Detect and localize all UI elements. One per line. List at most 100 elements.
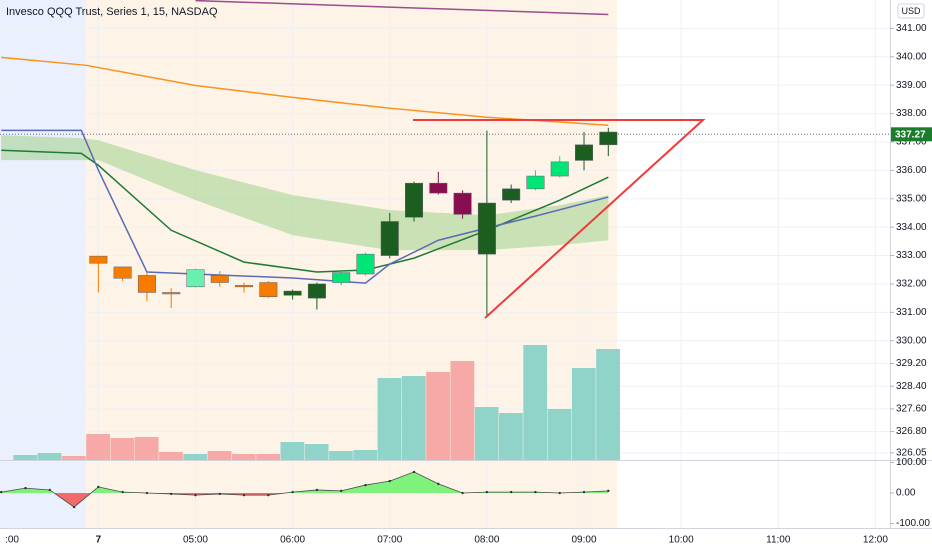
volume-bar [159, 452, 183, 460]
volume-bar [256, 454, 280, 460]
candle-body [502, 188, 521, 201]
candle-body [477, 202, 496, 255]
x-tick-label: 08:00 [474, 535, 499, 546]
oscillator-point [291, 490, 294, 494]
candle-body [599, 131, 618, 146]
oscillator-point [607, 489, 610, 493]
candle-body [137, 275, 156, 293]
y-tick-label: 333.00 [896, 250, 927, 261]
oscillator-point [412, 470, 416, 474]
volume-bar [13, 455, 38, 460]
candle-body [526, 175, 545, 190]
oscillator-point [48, 488, 51, 492]
candle-body [307, 283, 326, 299]
oscillator-point [388, 479, 391, 483]
oscillator-point [170, 492, 173, 496]
oscillator-point [0, 490, 3, 494]
volume-bar [474, 407, 499, 460]
x-tick-label: 05:00 [183, 535, 208, 546]
indicator-line [1, 149, 609, 273]
triangle-drawing [413, 119, 706, 319]
candle-body [162, 292, 181, 295]
volume-bar [353, 450, 378, 460]
session-background [0, 0, 86, 528]
y-tick-label: 341.00 [896, 23, 927, 34]
oscillator-negative-area [1, 493, 609, 508]
x-tick-label: 7 [96, 535, 102, 546]
oscillator-point [509, 490, 513, 494]
indicators [0, 0, 890, 284]
oscillator-point [145, 491, 149, 495]
oscillator-point [72, 505, 76, 509]
last-price-label: 337.27 [895, 129, 926, 140]
x-tick-label: :00 [5, 535, 19, 546]
volume-bar [207, 451, 232, 460]
oscillator-point [437, 482, 440, 486]
y-tick-label: 337.00 [896, 137, 927, 148]
y-tick-label: 329.20 [896, 358, 927, 369]
volume-bar [499, 413, 523, 460]
candle-body [550, 161, 569, 177]
axes: 341.00 340.00 339.00 338.00 337.00 336.00 335.… [5, 23, 932, 546]
volume-bar [329, 451, 353, 460]
volume-bar [304, 444, 329, 460]
y-tick-label: 335.00 [896, 193, 927, 204]
candle-body [186, 269, 205, 288]
oscillator-point [121, 490, 124, 494]
candle-body [575, 144, 594, 161]
volume-bar [571, 368, 596, 460]
candle-body [429, 182, 448, 194]
volume-bar [523, 345, 548, 460]
candle-body [332, 272, 351, 283]
oscillator-point [194, 493, 197, 497]
candle-body [356, 253, 375, 275]
y-tick-label: 327.60 [896, 404, 927, 415]
y-tick-label: 326.05 [896, 448, 927, 459]
oscillator-point [242, 493, 246, 497]
candle-body [405, 182, 424, 218]
x-tick-label: 06:00 [280, 535, 305, 546]
oscillator-point [218, 492, 221, 496]
volume-bar [86, 434, 110, 460]
y-tick-label: 336.00 [896, 165, 927, 176]
oscillator-point [315, 488, 319, 492]
x-tick-label: 10:00 [669, 535, 694, 546]
y-tick-label: 338.00 [896, 108, 927, 119]
volume-bar [401, 376, 426, 460]
y-tick-label: 332.00 [896, 279, 927, 290]
y-tick-label: 331.00 [896, 307, 927, 318]
oscillator-line [1, 471, 609, 508]
y-tick-label: 340.00 [896, 51, 927, 62]
volume-bar [110, 438, 135, 460]
osc-tick-label: -100.00 [896, 518, 930, 529]
last-price-box [891, 127, 932, 142]
oscillator-point [267, 493, 270, 497]
y-tick-label: 334.00 [896, 222, 927, 233]
volume-bar [231, 454, 256, 460]
candle-body [283, 290, 302, 296]
candle-body [235, 285, 254, 288]
volume [13, 345, 620, 460]
candle-body [380, 221, 399, 256]
x-tick-label: 11:00 [766, 535, 791, 546]
x-tick-label: 12:00 [863, 535, 888, 546]
volume-bar [596, 349, 620, 460]
candles [89, 127, 618, 316]
x-tick-label: 07:00 [377, 535, 402, 546]
osc-tick-label: 0.00 [896, 488, 916, 499]
oscillator-point [364, 483, 367, 487]
volume-bar [134, 437, 159, 460]
volume-bar [450, 361, 475, 460]
x-tick-label: 09:00 [572, 535, 597, 546]
candle-body [259, 282, 278, 297]
indicator-line [195, 0, 609, 16]
volume-bar [37, 453, 62, 460]
volume-bar [426, 372, 450, 460]
oscillator-point [24, 486, 27, 490]
volume-bar [547, 409, 572, 460]
currency-box [897, 3, 925, 19]
oscillator-point [534, 490, 537, 494]
volume-bar [377, 378, 402, 460]
chart-title: Invesco QQQ Trust, Series 1, 15, NASDAQ [6, 6, 218, 18]
